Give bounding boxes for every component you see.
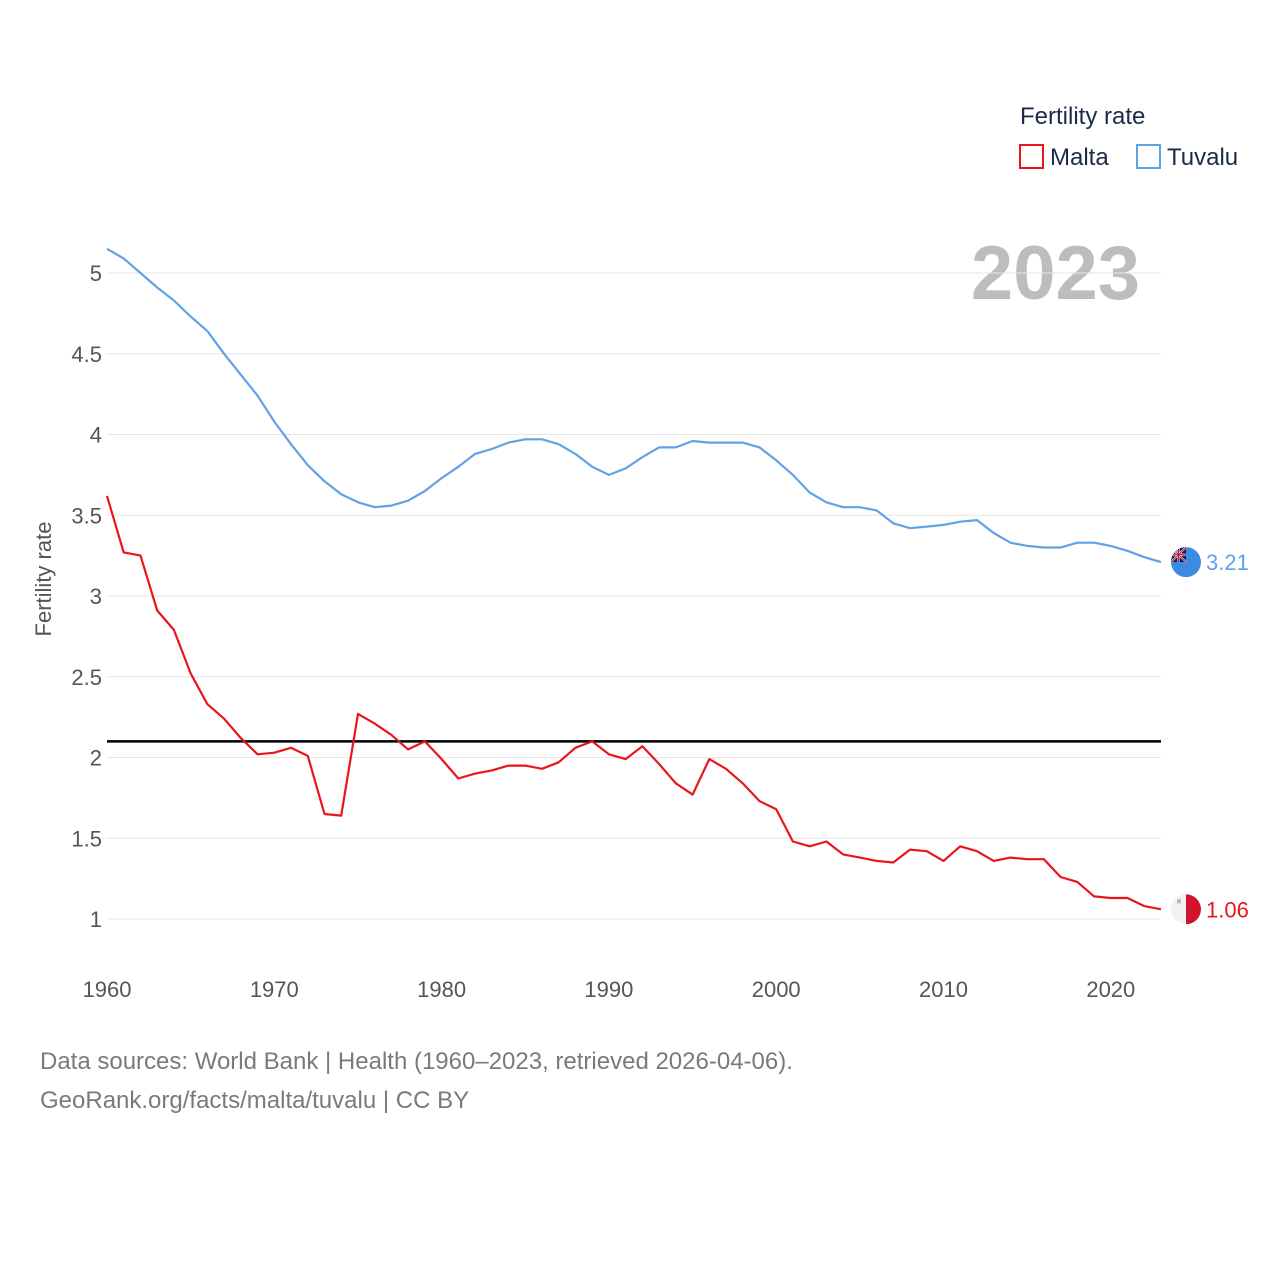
legend: Fertility rate Malta Tuvalu [1019, 103, 1238, 171]
x-tick-label: 1990 [584, 977, 633, 1002]
legend-item-tuvalu[interactable]: Tuvalu [1136, 144, 1238, 171]
y-tick-label: 3 [90, 584, 102, 609]
y-tick-label: 4 [90, 423, 102, 448]
series-line-tuvalu [106, 247, 1162, 564]
y-tick-label: 5 [90, 261, 102, 286]
end-value-malta: 1.06 [1206, 897, 1249, 922]
tuvalu-flag-icon [1171, 547, 1201, 578]
legend-swatch-tuvalu [1136, 144, 1161, 169]
legend-swatch-malta [1019, 144, 1044, 169]
x-tick-label: 1960 [83, 977, 132, 1002]
legend-label-tuvalu: Tuvalu [1167, 144, 1238, 171]
x-tick-label: 1970 [250, 977, 299, 1002]
fertility-chart: Fertility rate Malta Tuvalu 2023 11.522.… [31, 103, 1249, 1002]
footer: Data sources: World Bank | Health (1960–… [40, 1042, 793, 1120]
legend-title: Fertility rate [1020, 103, 1145, 130]
end-value-tuvalu: 3.21 [1206, 550, 1249, 575]
y-tick-label: 4.5 [71, 342, 102, 367]
gridlines [107, 272, 1161, 920]
y-axis-label: Fertility rate [31, 522, 56, 637]
y-tick-label: 3.5 [71, 503, 102, 528]
x-tick-label: 1980 [417, 977, 466, 1002]
x-tick-label: 2010 [919, 977, 968, 1002]
malta-flag-icon [1171, 894, 1201, 925]
y-tick-label: 1.5 [71, 826, 102, 851]
series-line-malta [105, 495, 1162, 911]
y-tick-label: 2 [90, 746, 102, 771]
legend-item-malta[interactable]: Malta [1019, 144, 1109, 171]
legend-label-malta: Malta [1050, 144, 1109, 171]
x-tick-label: 2000 [752, 977, 801, 1002]
x-axis-ticks: 1960 1970 1980 1990 2000 2010 2020 [83, 977, 1136, 1002]
y-tick-label: 2.5 [71, 665, 102, 690]
y-tick-label: 1 [90, 907, 102, 932]
x-tick-label: 2020 [1086, 977, 1135, 1002]
credit-link[interactable]: GeoRank.org/facts/malta/tuvalu | CC BY [40, 1087, 470, 1114]
source-text: Data sources: World Bank | Health (1960–… [40, 1048, 793, 1075]
y-axis-ticks: 1 1.5 2 2.5 3 3.5 4 4.5 5 [71, 261, 102, 932]
